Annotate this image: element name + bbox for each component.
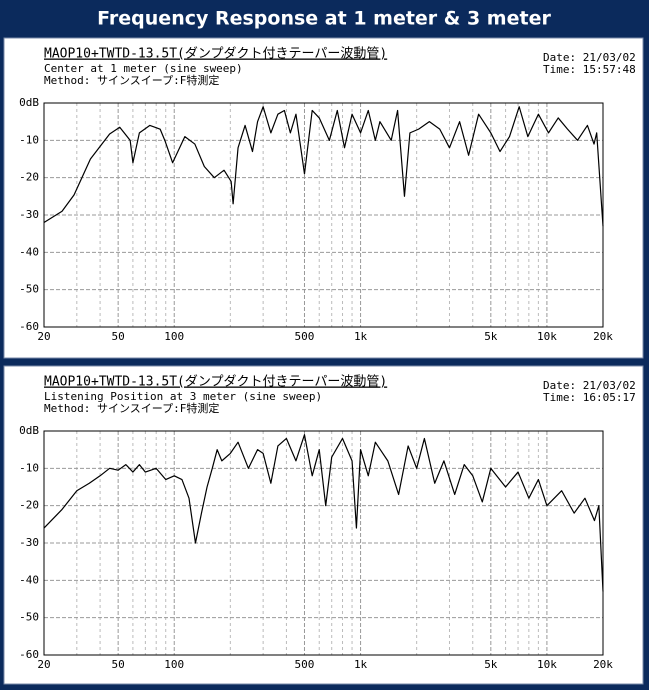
x-tick-label: 500 bbox=[295, 658, 315, 671]
note: Center at 1 meter (sine sweep) bbox=[44, 62, 243, 75]
x-tick-label: 1k bbox=[354, 658, 368, 671]
x-tick-label: 5k bbox=[484, 658, 498, 671]
x-tick-label: 50 bbox=[112, 658, 125, 671]
date: Date: 21/03/02 bbox=[543, 379, 636, 392]
x-tick-label: 100 bbox=[164, 658, 184, 671]
y-tick-label: -10 bbox=[19, 133, 39, 146]
date: Date: 21/03/02 bbox=[543, 51, 636, 64]
chart-title: MAOP10+TWTD-13.5T(ダンプダクト付きテーパー波動管) bbox=[44, 47, 387, 62]
panel bbox=[3, 365, 644, 685]
y-tick-label: -30 bbox=[19, 208, 39, 221]
panel bbox=[3, 37, 644, 359]
x-tick-label: 50 bbox=[112, 330, 125, 343]
x-tick-label: 20k bbox=[593, 330, 613, 343]
page-title: Frequency Response at 1 meter & 3 meter bbox=[97, 8, 551, 30]
x-tick-label: 10k bbox=[537, 330, 557, 343]
y-tick-label: -10 bbox=[19, 461, 39, 474]
time: Time: 16:05:17 bbox=[543, 391, 636, 404]
note: Method: サインスイープ:F特測定 bbox=[44, 401, 219, 415]
note: Method: サインスイープ:F特測定 bbox=[44, 73, 219, 87]
x-tick-label: 10k bbox=[537, 658, 557, 671]
time: Time: 15:57:48 bbox=[543, 63, 636, 76]
x-tick-label: 20 bbox=[37, 330, 50, 343]
x-tick-label: 100 bbox=[164, 330, 184, 343]
y-tick-label: -20 bbox=[19, 499, 39, 512]
y-tick-label: -40 bbox=[19, 573, 39, 586]
x-tick-label: 5k bbox=[484, 330, 498, 343]
plot-frame bbox=[43, 430, 604, 656]
y-tick-label: -60 bbox=[19, 320, 39, 333]
plot-frame bbox=[43, 102, 604, 328]
response-line bbox=[43, 106, 604, 227]
y-tick-label: -50 bbox=[19, 283, 39, 296]
y-tick-label: -40 bbox=[19, 245, 39, 258]
chart-title: MAOP10+TWTD-13.5T(ダンプダクト付きテーパー波動管) bbox=[44, 375, 387, 390]
y-tick-label: 0dB bbox=[19, 96, 39, 109]
y-tick-label: 0dB bbox=[19, 424, 39, 437]
response-line bbox=[43, 434, 604, 592]
y-tick-label: -50 bbox=[19, 611, 39, 624]
x-tick-label: 1k bbox=[354, 330, 368, 343]
note: Listening Position at 3 meter (sine swee… bbox=[44, 390, 322, 403]
x-tick-label: 20 bbox=[37, 658, 50, 671]
y-tick-label: -30 bbox=[19, 536, 39, 549]
x-tick-label: 500 bbox=[295, 330, 315, 343]
x-tick-label: 20k bbox=[593, 658, 613, 671]
y-tick-label: -60 bbox=[19, 648, 39, 661]
y-tick-label: -20 bbox=[19, 171, 39, 184]
